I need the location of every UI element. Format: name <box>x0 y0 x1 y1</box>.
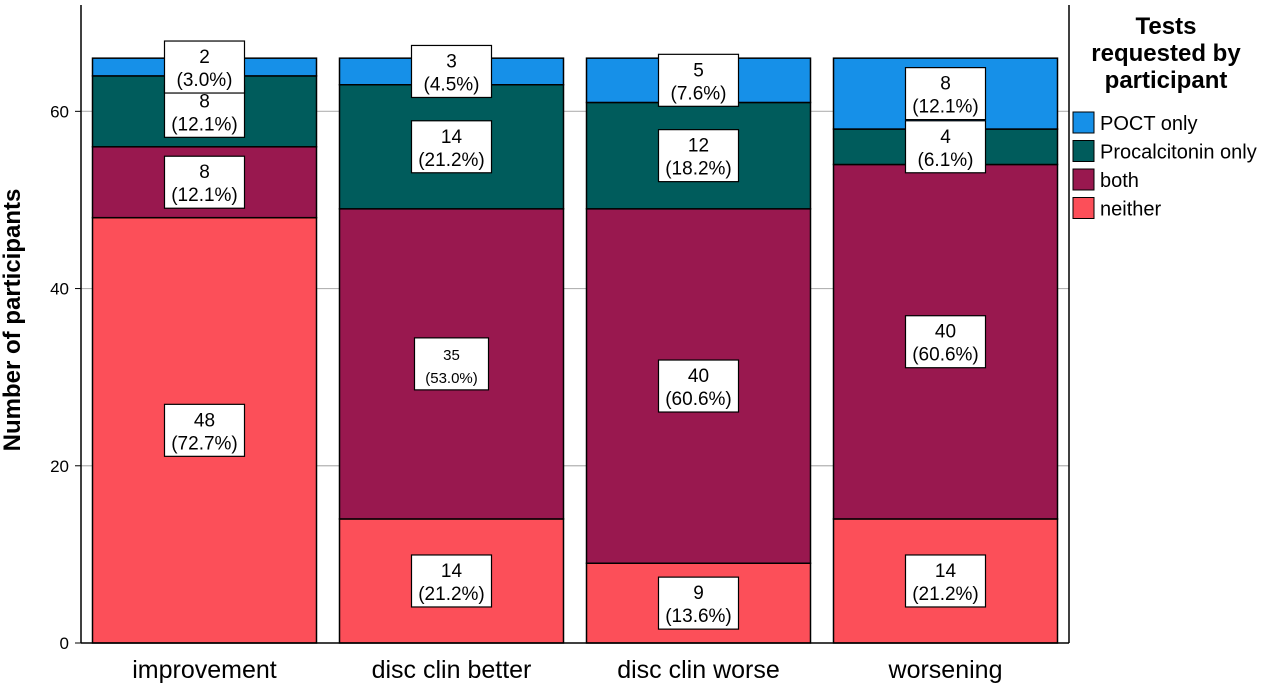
data-label-percent: (60.6%) <box>665 389 732 410</box>
legend-title: requested by <box>1091 40 1241 67</box>
data-label-value: 35 <box>443 347 460 364</box>
legend-entry: neither <box>1100 199 1161 221</box>
data-label-box <box>410 554 493 608</box>
data-label-box <box>657 53 740 107</box>
data-label-value: 14 <box>441 127 463 148</box>
data-label-percent: (7.6%) <box>671 83 727 104</box>
legend-entry: both <box>1100 170 1139 192</box>
data-label-percent: (18.2%) <box>665 159 732 180</box>
x-tick-label: improvement <box>132 656 277 684</box>
data-label-value: 4 <box>940 127 951 148</box>
data-label-box <box>410 120 493 174</box>
y-axis-label: Number of participants <box>0 189 26 452</box>
x-tick-label: disc clin worse <box>617 656 780 684</box>
data-label-value: 14 <box>935 561 957 582</box>
data-label-box <box>657 359 740 413</box>
data-label-percent: (4.5%) <box>424 74 480 95</box>
legend-swatch <box>1072 111 1095 134</box>
data-label-value: 8 <box>199 162 210 183</box>
data-label-value: 8 <box>940 74 951 95</box>
data-label-value: 3 <box>446 51 457 72</box>
data-label-box <box>904 315 987 369</box>
x-tick-label: disc clin better <box>372 656 532 684</box>
data-label-box <box>904 120 987 174</box>
y-tick-label: 0 <box>60 634 69 653</box>
data-label-box <box>413 337 490 391</box>
data-label-percent: (6.1%) <box>918 150 974 171</box>
legend-swatch <box>1072 140 1095 162</box>
data-label-percent: (3.0%) <box>177 70 233 91</box>
data-label-value: 14 <box>441 561 463 582</box>
legend-swatch <box>1072 168 1095 191</box>
y-tick-label: 60 <box>50 102 69 121</box>
data-label-box <box>163 155 246 209</box>
y-tick-label: 20 <box>50 457 69 476</box>
data-label-percent: (21.2%) <box>418 150 485 171</box>
axes: 0 20 40 60 improvement disc clin better disc c… <box>50 5 1070 684</box>
legend-entry: POCT only <box>1100 113 1197 135</box>
legend-swatch <box>1072 197 1095 219</box>
data-label-value: 40 <box>935 322 956 343</box>
data-label-percent: (13.6%) <box>665 606 732 627</box>
data-label-box <box>657 576 740 630</box>
data-label-percent: (60.6%) <box>912 345 979 366</box>
data-label-box <box>163 40 246 94</box>
data-label-value: 12 <box>688 136 709 157</box>
data-label-value: 5 <box>693 60 704 81</box>
data-label-percent: (12.1%) <box>912 97 979 118</box>
legend-title: participant <box>1105 67 1228 94</box>
data-label-value: 9 <box>693 583 704 604</box>
data-label-value: 40 <box>688 366 709 387</box>
data-label-value: 48 <box>194 410 215 431</box>
y-tick-label: 40 <box>50 280 69 299</box>
data-labels: 48(72.7%)8(12.1%)8(12.1%)2(3.0%)14(21.2%… <box>163 40 987 630</box>
data-label-percent: (72.7%) <box>171 433 238 454</box>
data-label-percent: (12.1%) <box>171 114 238 135</box>
data-label-box <box>163 403 246 457</box>
data-label-percent: (53.0%) <box>425 370 478 387</box>
data-label-value: 8 <box>199 91 210 112</box>
data-label-percent: (12.1%) <box>171 185 238 206</box>
data-label-percent: (21.2%) <box>912 584 979 605</box>
data-label-box <box>410 44 493 99</box>
legend-title: Tests <box>1136 13 1197 40</box>
data-label-box <box>904 67 987 121</box>
legend-entry: Procalcitonin only <box>1100 142 1257 164</box>
data-label-value: 2 <box>199 47 210 68</box>
data-label-box <box>904 554 987 608</box>
data-label-percent: (21.2%) <box>418 584 485 605</box>
x-tick-label: worsening <box>888 656 1003 684</box>
data-label-box <box>657 129 740 183</box>
